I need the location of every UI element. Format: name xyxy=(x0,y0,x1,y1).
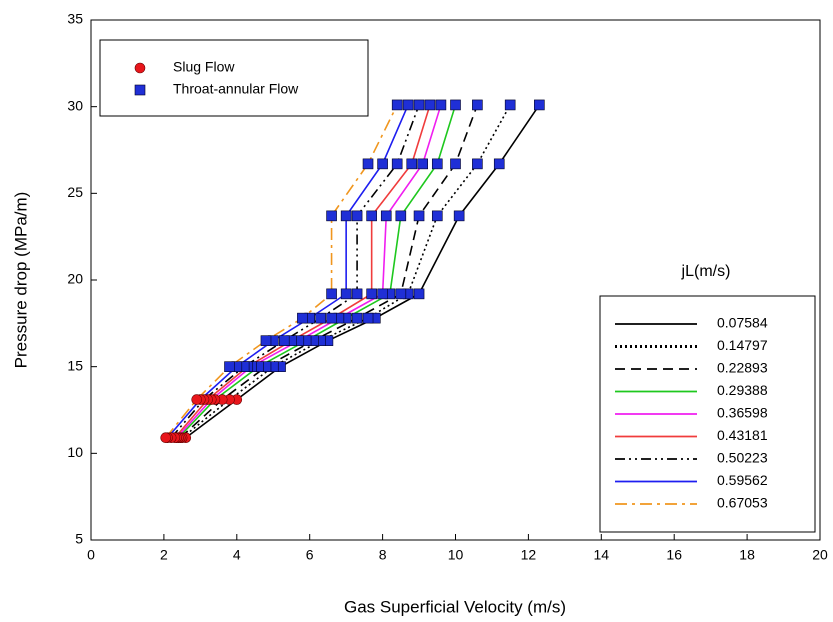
legend-label: 0.43181 xyxy=(717,427,768,443)
annular-marker xyxy=(413,288,425,300)
legend-label: 0.07584 xyxy=(717,315,768,331)
y-tick-label: 5 xyxy=(75,531,83,547)
annular-marker xyxy=(395,288,407,300)
annular-marker xyxy=(391,158,403,170)
annular-marker xyxy=(472,99,483,111)
annular-marker xyxy=(326,210,337,222)
annular-marker xyxy=(493,158,505,170)
series-line xyxy=(181,104,511,439)
legend-label: 0.67053 xyxy=(717,495,768,511)
legend-label: 0.29388 xyxy=(717,382,768,398)
annular-marker xyxy=(224,361,235,372)
annular-marker xyxy=(134,84,146,96)
series-line xyxy=(185,104,540,439)
annular-marker xyxy=(380,210,392,222)
annular-marker xyxy=(297,312,308,324)
annular-marker xyxy=(504,99,516,111)
annular-marker xyxy=(424,99,436,111)
x-tick-label: 12 xyxy=(521,547,537,563)
annular-marker xyxy=(315,312,326,324)
y-axis-label: Pressure drop (MPa/m) xyxy=(11,192,30,369)
annular-marker xyxy=(431,158,443,170)
legend-label: 0.50223 xyxy=(717,450,768,466)
y-tick-label: 35 xyxy=(67,11,83,27)
annular-marker xyxy=(534,99,545,111)
annular-marker xyxy=(366,210,377,222)
annular-marker xyxy=(377,288,388,300)
annular-marker xyxy=(435,99,447,111)
annular-marker xyxy=(472,158,483,170)
y-tick-label: 10 xyxy=(67,444,83,460)
x-tick-label: 8 xyxy=(379,547,387,563)
legend-title: jL(m/s) xyxy=(681,263,731,280)
annular-marker xyxy=(413,99,425,111)
x-tick-label: 16 xyxy=(666,547,682,563)
x-tick-label: 2 xyxy=(160,547,168,563)
legend-label: 0.36598 xyxy=(717,405,768,421)
series-line xyxy=(170,104,420,439)
annular-marker xyxy=(351,210,363,222)
series-line xyxy=(165,104,398,439)
annular-marker xyxy=(395,210,407,222)
legend-label: 0.14797 xyxy=(717,337,768,353)
y-tick-label: 30 xyxy=(67,97,83,113)
slug-marker xyxy=(134,62,146,74)
annular-marker xyxy=(362,158,374,170)
annular-marker xyxy=(413,210,425,222)
slug-marker xyxy=(191,394,203,405)
y-tick-label: 20 xyxy=(67,271,83,287)
marker-legend-box xyxy=(99,39,369,117)
annular-marker xyxy=(366,288,377,300)
annular-marker xyxy=(260,335,272,346)
x-tick-label: 0 xyxy=(87,547,95,563)
annular-marker xyxy=(326,288,337,300)
annular-marker xyxy=(377,158,388,170)
annular-marker xyxy=(391,99,403,111)
annular-marker xyxy=(453,210,465,222)
annular-marker xyxy=(278,335,290,346)
annular-marker xyxy=(362,312,374,324)
annular-marker xyxy=(326,312,337,324)
legend-label: Slug Flow xyxy=(173,59,235,75)
legend-label: Throat-annular Flow xyxy=(173,81,299,97)
annular-marker xyxy=(450,99,461,111)
annular-marker xyxy=(417,158,428,170)
x-tick-label: 10 xyxy=(448,547,464,563)
x-tick-label: 14 xyxy=(594,547,610,563)
x-tick-label: 18 xyxy=(739,547,755,563)
x-axis-label: Gas Superficial Velocity (m/s) xyxy=(344,597,566,616)
legend-label: 0.22893 xyxy=(717,360,768,376)
y-tick-label: 25 xyxy=(67,184,83,200)
annular-marker xyxy=(431,210,443,222)
annular-marker xyxy=(340,210,352,222)
annular-marker xyxy=(450,158,461,170)
annular-marker xyxy=(402,99,414,111)
annular-marker xyxy=(351,312,363,324)
slug-marker xyxy=(160,432,172,444)
x-tick-label: 6 xyxy=(306,547,314,563)
annular-marker xyxy=(351,288,363,300)
annular-marker xyxy=(340,288,352,300)
x-tick-label: 20 xyxy=(812,547,828,563)
y-tick-label: 15 xyxy=(67,357,83,373)
legend-label: 0.59562 xyxy=(717,472,768,488)
x-tick-label: 4 xyxy=(233,547,241,563)
annular-marker xyxy=(406,158,418,170)
